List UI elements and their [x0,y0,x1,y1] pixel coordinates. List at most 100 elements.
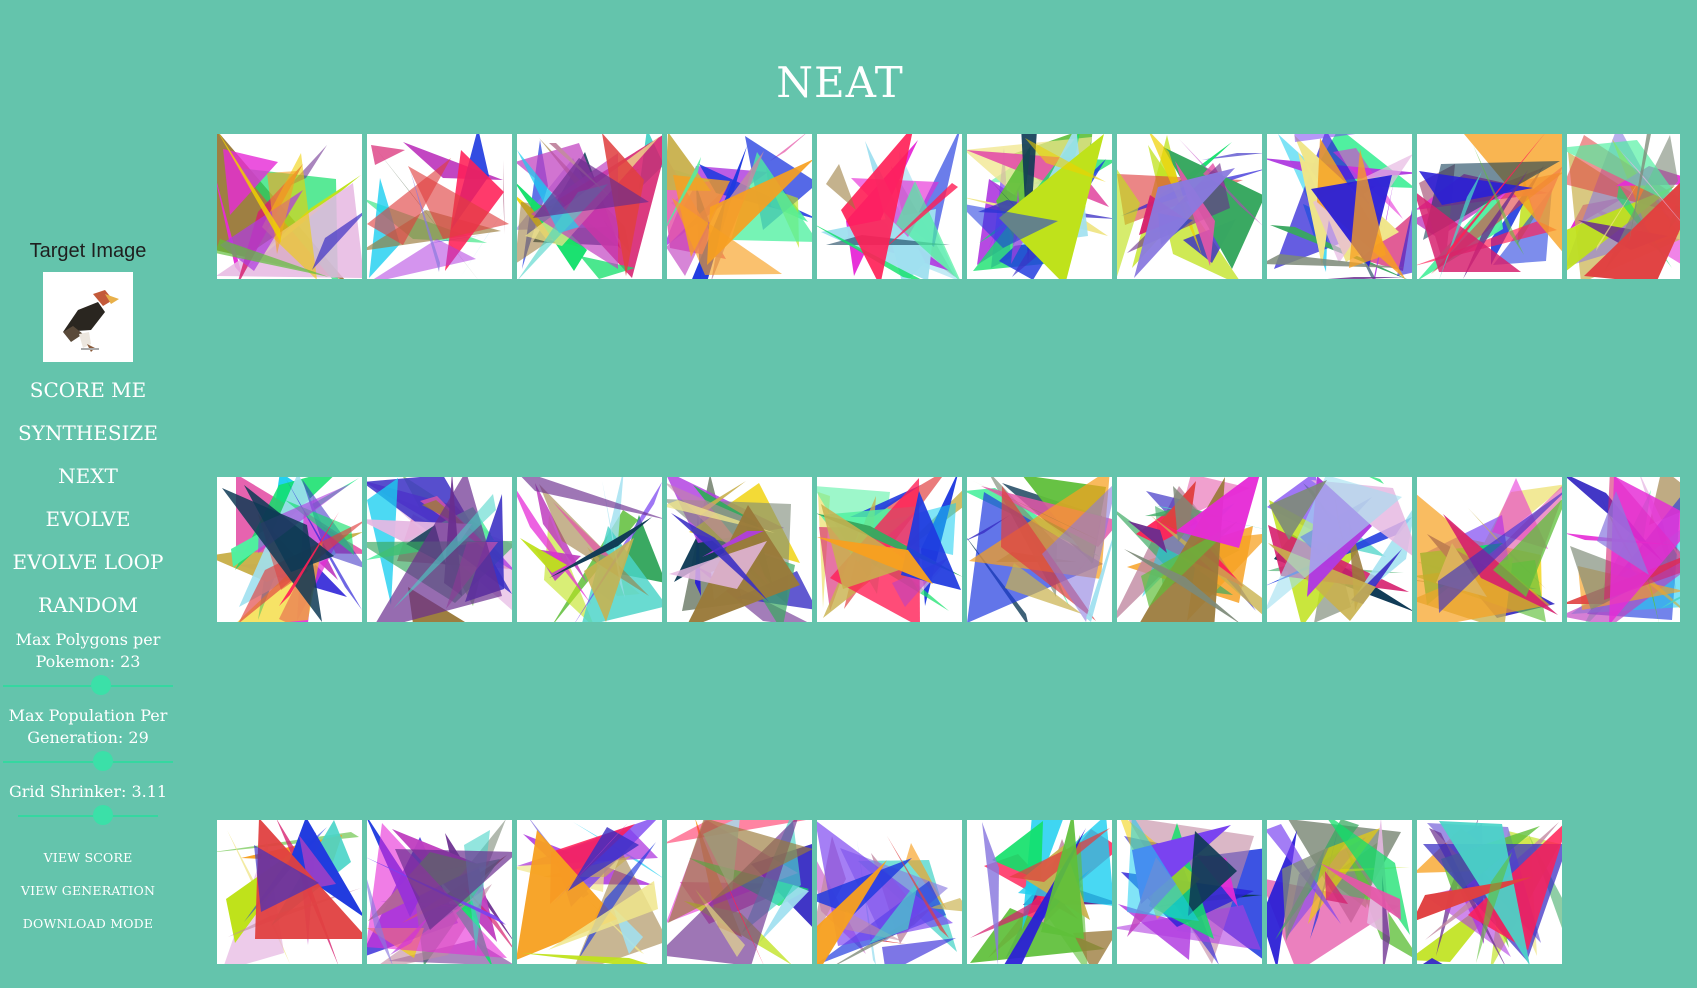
candidate-tile[interactable] [967,134,1112,279]
polygon-shape [568,827,639,891]
tile-polygons [217,820,362,964]
polygon-shape [896,181,960,279]
slider-track [18,815,158,817]
next-button[interactable]: NEXT [58,464,118,488]
candidate-tile[interactable] [667,477,812,622]
candidate-tile[interactable] [817,134,962,279]
polygon-shape [1476,852,1512,963]
polygon-shape [367,158,451,245]
tile-polygons [1117,134,1262,279]
grid-shrinker-slider[interactable] [18,805,158,827]
max-population-slider[interactable] [3,751,173,773]
polygon-shape [1128,521,1167,553]
candidate-tile[interactable] [517,820,662,964]
candidate-tile[interactable] [367,134,512,279]
polygon-shape [367,478,398,605]
candidate-tile[interactable] [217,477,362,622]
polygon-shape [1267,477,1402,610]
polygon-shape [967,515,1010,541]
score-me-button[interactable]: SCORE ME [29,378,147,402]
candidate-tile[interactable] [1267,134,1412,279]
population-grid [217,134,1680,964]
candidate-tile[interactable] [1117,820,1262,964]
slider-thumb[interactable] [91,675,111,695]
polygon-shape [223,149,278,215]
candidate-tile[interactable] [1567,477,1680,622]
polygon-shape [1417,193,1521,272]
download-mode-link[interactable]: DOWNLOAD MODE [22,916,154,931]
candidate-tile[interactable] [967,477,1112,622]
max-polygons-slider[interactable] [3,675,173,697]
polygon-shape [267,171,297,254]
target-image-label: Target Image [29,240,147,262]
evolve-loop-button[interactable]: EVOLVE LOOP [12,550,164,574]
polygon-shape [288,820,362,916]
population-row [217,820,1680,964]
candidate-tile[interactable] [1267,477,1412,622]
polygon-shape [312,212,362,270]
polygon-shape [1267,830,1297,964]
candidate-tile[interactable] [1417,477,1562,622]
candidate-tile[interactable] [817,477,962,622]
candidate-tile[interactable] [1117,134,1262,279]
polygon-shape [410,170,440,272]
candidate-tile[interactable] [217,134,362,279]
polygon-shape [1124,549,1239,622]
polygon-shape [533,158,649,218]
slider-thumb[interactable] [93,751,113,771]
candidate-tile[interactable] [667,134,812,279]
candidate-tile[interactable] [217,820,362,964]
polygon-shape [970,900,1052,938]
view-score-link[interactable]: VIEW SCORE [43,850,133,865]
polygon-shape [580,256,635,279]
polygon-shape [217,239,329,277]
candidate-tile[interactable] [1417,134,1562,279]
candidate-tile[interactable] [1267,820,1412,964]
tile-polygons [517,477,662,622]
tile-polygons [1417,134,1562,279]
polygon-shape [1597,491,1649,575]
grid-shrinker-label: Grid Shrinker: 3.11 [8,782,168,801]
candidate-tile[interactable] [517,134,662,279]
polygon-shape [1117,905,1261,950]
polygon-shape [1202,153,1262,160]
polygon-shape [992,821,1043,881]
candidate-tile[interactable] [1117,477,1262,622]
polygon-shape [929,898,962,912]
candidate-tile[interactable] [367,820,512,964]
polygon-shape [584,538,634,622]
polygon-shape [393,494,496,609]
candidate-tile[interactable] [367,477,512,622]
polygon-shape [826,164,856,210]
tile-polygons [817,477,962,622]
candidate-tile[interactable] [667,820,812,964]
max-polygons-label: Max Polygons per Pokemon: 23 [15,630,161,671]
polygon-shape [817,860,887,964]
tile-polygons [967,477,1112,622]
synthesize-button[interactable]: SYNTHESIZE [18,421,158,445]
polygon-shape [1009,828,1110,882]
polygon-shape [1188,831,1237,916]
random-button[interactable]: RANDOM [38,593,138,617]
polygon-shape [967,204,1058,248]
candidate-tile[interactable] [1567,134,1680,279]
polygon-shape [1584,182,1680,279]
candidate-tile[interactable] [517,477,662,622]
polygon-shape [1438,492,1562,613]
view-generation-link[interactable]: VIEW GENERATION [20,883,156,898]
slider-thumb[interactable] [93,805,113,825]
evolve-button[interactable]: EVOLVE [45,507,131,531]
polygon-shape [1325,871,1348,904]
polygon-shape [1327,277,1405,279]
polygon-shape [850,485,921,517]
polygon-shape [1468,825,1562,950]
polygon-shape [521,953,649,964]
candidate-tile[interactable] [1417,820,1562,964]
polygon-shape [996,145,1031,249]
polygon-shape [1423,958,1443,964]
polygon-shape [503,160,505,234]
tile-polygons [367,134,509,279]
candidate-tile[interactable] [967,820,1112,964]
polygon-shape [722,873,764,964]
candidate-tile[interactable] [817,820,962,964]
